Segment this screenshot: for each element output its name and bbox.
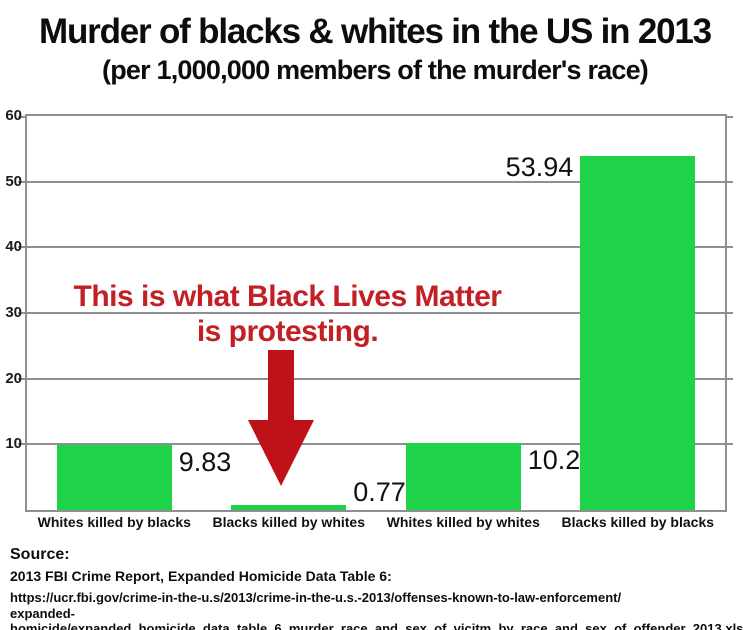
axis-tick: [727, 246, 733, 249]
gridline: [27, 377, 725, 380]
gridline: [27, 443, 725, 446]
bar-value-label: 53.94: [505, 151, 574, 182]
y-axis-tick-label: 10: [5, 435, 22, 453]
bar: [580, 155, 696, 510]
bar-category-label: Whites killed by blacks: [37, 514, 191, 530]
axis-tick: [18, 116, 25, 118]
bar: [405, 442, 521, 510]
source-citation: 2013 FBI Crime Report, Expanded Homicide…: [10, 568, 392, 584]
bar: [231, 504, 347, 510]
plot-area: 9.83 0.77 10.22 53.94: [25, 114, 727, 512]
source-url-line-1: https://ucr.fbi.gov/crime-in-the-u.s/201…: [10, 590, 622, 605]
axis-tick: [727, 443, 733, 446]
y-axis-tick-label: 50: [5, 172, 22, 190]
bar-value-label: 0.77: [353, 477, 406, 507]
axis-tick: [727, 180, 733, 183]
annotation-line-2: is protesting.: [196, 315, 379, 348]
y-axis-tick-label: 20: [5, 369, 22, 387]
axis-tick: [18, 312, 25, 314]
annotation-text: This is what Black Lives Matter is prote…: [30, 279, 545, 349]
axis-tick: [18, 180, 25, 183]
axis-tick: [18, 443, 25, 446]
source-url: https://ucr.fbi.gov/crime-in-the-u.s/201…: [10, 590, 745, 630]
axis-tick: [18, 246, 25, 249]
bar-category-label: Blacks killed by whites: [212, 514, 365, 530]
y-axis-tick-label: 30: [5, 304, 22, 321]
axis-tick: [18, 377, 25, 380]
chart-subtitle: (per 1,000,000 members of the murder's r…: [102, 55, 649, 85]
source-url-line-2: expanded-homicide/expanded_homicide_data…: [10, 605, 744, 630]
bar: [56, 445, 172, 510]
annotation-line-1: This is what Black Lives Matter: [73, 280, 502, 313]
axis-tick: [727, 116, 733, 118]
bar-category-label: Blacks killed by blacks: [561, 514, 715, 530]
down-arrow-icon: [247, 350, 315, 486]
y-axis-tick-label: 40: [5, 238, 22, 256]
axis-tick: [727, 312, 733, 314]
bar-value-label: 9.83: [178, 447, 232, 478]
chart-title: Murder of blacks & whites in the US in 2…: [39, 12, 712, 51]
gridline: [27, 180, 725, 183]
axis-tick: [727, 377, 733, 380]
gridline: [27, 246, 725, 249]
source-label: Source:: [10, 546, 70, 563]
gridline: [27, 312, 725, 314]
bar-category-label: Whites killed by whites: [386, 514, 540, 530]
y-axis-tick-label: 60: [5, 107, 22, 124]
